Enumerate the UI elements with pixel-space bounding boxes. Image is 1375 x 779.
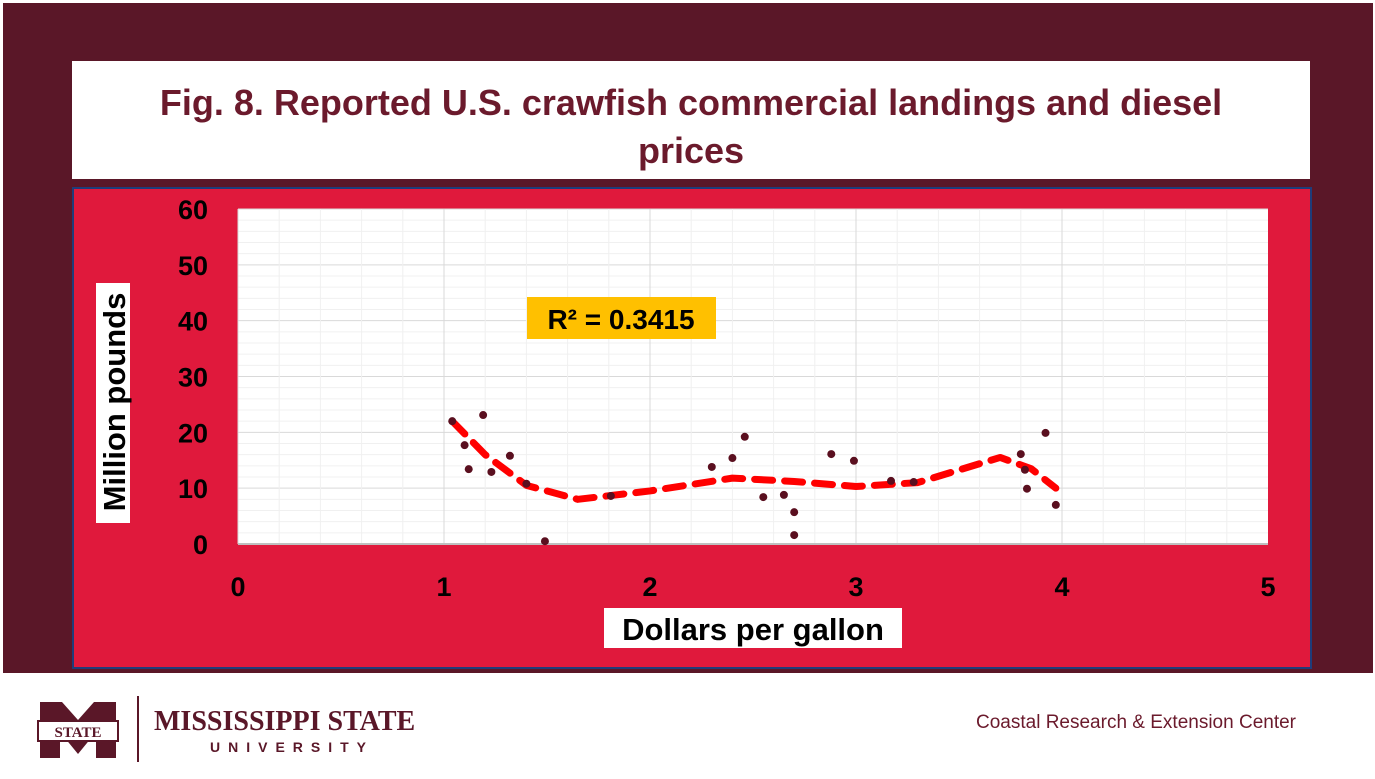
r-squared-label: R² = 0.3415 — [547, 304, 694, 335]
x-tick-label: 3 — [848, 572, 863, 602]
y-tick-label: 20 — [178, 418, 208, 448]
data-point — [790, 508, 799, 517]
chart-title: Fig. 8. Reported U.S. crawfish commercia… — [159, 82, 1223, 171]
logo-sub: UNIVERSITY — [210, 739, 374, 755]
data-point — [887, 476, 896, 485]
data-point — [479, 411, 488, 420]
data-point — [1016, 450, 1025, 459]
data-point — [448, 417, 457, 426]
y-tick-label: 30 — [178, 363, 208, 393]
y-axis-label: Million pounds — [97, 293, 132, 512]
data-point — [1041, 428, 1050, 437]
data-point — [505, 451, 514, 460]
data-point — [827, 450, 836, 459]
center-name: Coastal Research & Extension Center — [976, 712, 1296, 733]
logo-mark: STATE — [55, 725, 102, 741]
msu-logo: STATE MISSISSIPPI STATE UNIVERSITY — [34, 694, 454, 769]
x-tick-label: 5 — [1260, 572, 1275, 602]
data-point — [1051, 500, 1060, 509]
trendline — [448, 417, 1060, 503]
data-point — [790, 531, 799, 540]
data-point — [540, 537, 549, 546]
x-axis-label: Dollars per gallon — [622, 612, 884, 647]
data-point — [464, 465, 473, 474]
data-point — [487, 467, 496, 476]
data-point — [779, 490, 788, 499]
title-box: Fig. 8. Reported U.S. crawfish commercia… — [72, 61, 1310, 179]
data-point — [707, 462, 716, 471]
x-label-bg — [604, 608, 902, 648]
data-point — [1022, 484, 1031, 493]
y-tick-label: 50 — [178, 251, 208, 281]
y-label-bg — [96, 283, 130, 523]
data-point — [740, 432, 749, 441]
logo-text: MISSISSIPPI STATE — [154, 706, 415, 737]
x-tick-label: 4 — [1054, 572, 1069, 602]
data-point — [1020, 465, 1029, 474]
data-point — [728, 454, 737, 463]
y-tick-label: 60 — [178, 195, 208, 225]
data-point — [606, 491, 615, 500]
y-tick-label: 10 — [178, 474, 208, 504]
y-tick-label: 0 — [193, 530, 208, 560]
data-point — [849, 456, 858, 465]
x-tick-label: 2 — [642, 572, 657, 602]
data-point — [522, 479, 531, 488]
r-squared-bg — [527, 297, 716, 339]
data-point — [759, 493, 768, 502]
y-tick-label: 40 — [178, 307, 208, 337]
data-point — [460, 441, 469, 450]
x-tick-label: 0 — [230, 572, 245, 602]
x-tick-label: 1 — [436, 572, 451, 602]
data-point — [909, 478, 918, 487]
